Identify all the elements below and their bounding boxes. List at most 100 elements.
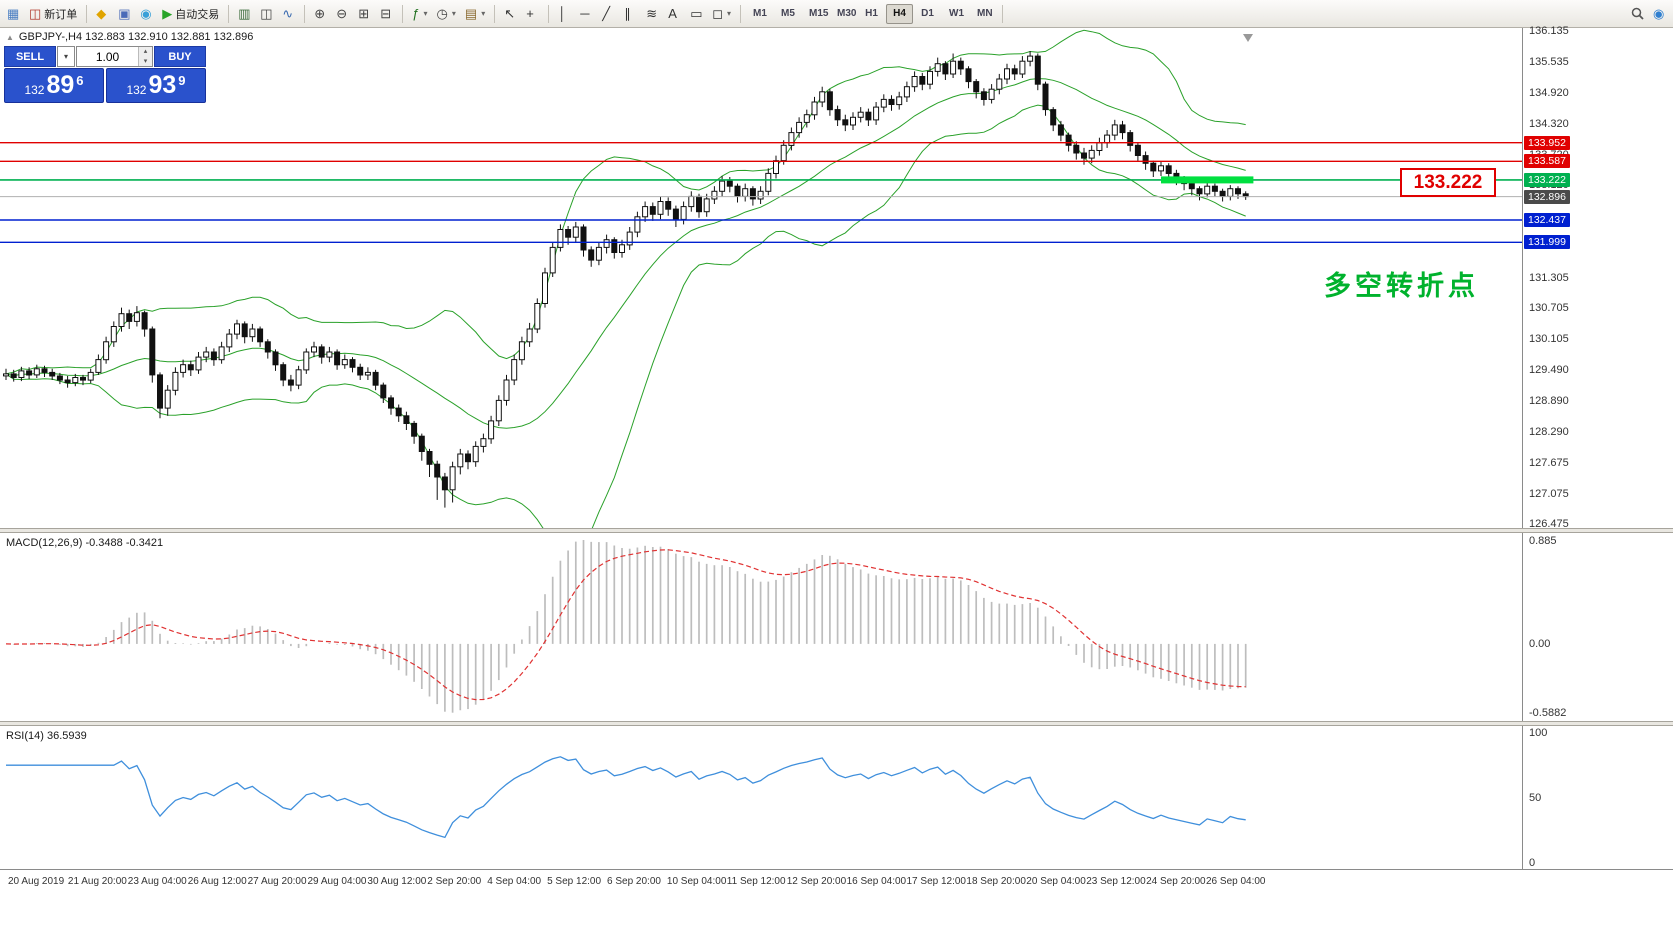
price-level-badge: 132.437 [1524,213,1570,227]
trade-panel-header: SELL ▾ ▴ ▾ BUY [4,46,206,67]
autotrading-icon: ▶ [162,6,173,21]
fibonacci-button[interactable]: ≋ [642,3,663,25]
text-label-button[interactable]: ▭ [686,3,707,25]
stepper-down-icon[interactable]: ▾ [139,56,152,66]
timeframe-h1-button[interactable]: H1 [858,4,885,24]
horizontal-line-button[interactable]: ─ [576,3,597,25]
candle [364,371,371,376]
zoom-in-button[interactable]: ⊕ [310,3,331,25]
time-label: 24 Sep 20:00 [1146,876,1206,887]
candle [988,88,995,100]
candle [426,451,433,465]
candle [457,453,464,468]
timeframe-mn-button[interactable]: MN [970,4,997,24]
candle [1165,165,1172,175]
timeframe-d1-button[interactable]: D1 [914,4,941,24]
price-tick: 127.675 [1529,456,1569,469]
price-tick: 130.705 [1529,302,1569,315]
rsi-panel[interactable] [0,726,1522,869]
crosshair-button[interactable]: + [522,3,543,25]
timeframe-m5-button[interactable]: M5 [774,4,801,24]
stepper-up-icon[interactable]: ▴ [139,47,152,57]
time-label: 10 Sep 04:00 [666,876,727,887]
time-label: 17 Sep 12:00 [906,876,967,887]
macd-panel[interactable] [0,533,1522,721]
candle [157,374,163,409]
candle [380,384,387,399]
macd-signal-line [5,549,1246,701]
note-annotation[interactable]: 多空转折点 [1324,271,1479,301]
cursor-button[interactable]: ↖ [500,3,521,25]
candlestick-chart-icon: ◫ [260,6,273,21]
signals-icon: ◉ [140,6,152,21]
channel-button[interactable]: ∥ [620,3,641,25]
candlestick-chart-button[interactable]: ◫ [256,3,277,25]
zoom-out-button[interactable]: ⊖ [332,3,353,25]
order-type-combo[interactable]: ▾ [57,46,75,67]
price-tick: 129.490 [1529,364,1569,377]
templates-button[interactable]: ▤ ▾ [461,3,489,25]
indicators-button[interactable]: ƒ ▾ [408,3,431,25]
search-button[interactable] [1627,3,1648,25]
channel-icon: ∥ [624,6,631,21]
shapes-button[interactable]: ◻ ▾ [708,3,735,25]
periods-button[interactable]: ◷ ▾ [433,3,460,25]
price-tick: 135.535 [1529,55,1569,68]
community-button[interactable]: ◉ [1649,3,1670,25]
timeframe-m30-button[interactable]: M30 [830,4,857,24]
time-axis[interactable]: 20 Aug 2019 21 Aug 20:00 23 Aug 04:00 26 Au… [0,869,1673,895]
vertical-line-button[interactable]: │ [554,3,575,25]
panel-separator[interactable] [0,721,1673,726]
price-chart[interactable] [0,28,1522,528]
candle [357,366,364,376]
metaeditor-button[interactable]: ◆ [92,3,113,25]
metaeditor-icon: ◆ [96,6,107,21]
buy-price-button[interactable]: 132 93 9 [106,68,206,103]
toolbar-separator [402,4,404,23]
candle [657,201,664,215]
quote-text: GBPJPY-,H4 132.883 132.910 132.881 132.8… [18,31,254,43]
volume-input[interactable] [77,47,138,66]
arrange-windows-icon: ⊞ [358,6,370,21]
candle [834,109,841,121]
time-label: 23 Sep 12:00 [1086,876,1146,887]
trendline-button[interactable]: ╱ [598,3,619,25]
candle [126,313,133,322]
price-axis[interactable]: 136.135135.535134.920134.320133.720133.1… [1522,25,1673,869]
panel-separator[interactable] [0,528,1673,533]
new-chart-button[interactable]: ▦ [3,3,24,25]
candle [18,370,25,378]
buy-button[interactable]: BUY [154,46,206,67]
text-button[interactable]: A [664,3,685,25]
timeframe-h4-button[interactable]: H4 [886,3,914,24]
timeframe-w1-button[interactable]: W1 [942,4,969,24]
tile-windows-button[interactable]: ⊟ [376,3,397,25]
highlight-segment [1161,176,1254,184]
candle [33,368,40,376]
horizontal-line-icon: ─ [580,6,590,21]
candle [441,476,448,491]
candle [950,60,957,75]
line-chart-button[interactable]: ∿ [278,3,299,25]
candle [411,422,418,437]
candle [696,195,702,213]
timeframe-m15-button[interactable]: M15 [802,4,829,24]
candle [495,399,502,422]
candle [1073,144,1080,154]
time-label: 16 Sep 04:00 [846,876,907,887]
sell-price-button[interactable]: 132 89 6 [4,68,104,103]
timeframe-m1-button[interactable]: M1 [746,4,773,24]
sell-button[interactable]: SELL [4,46,56,67]
buy-price-prefix: 132 [126,83,147,97]
chart-profile-button[interactable]: ▣ [114,3,135,25]
arrange-windows-button[interactable]: ⊞ [354,3,375,25]
candle [26,370,33,376]
signals-button[interactable]: ◉ [136,3,157,25]
autotrading-button[interactable]: ▶ 自动交易 [158,3,223,25]
new-order-button[interactable]: ◫ 新订单 [25,3,81,25]
candle [49,371,56,377]
price-callout[interactable]: 133.222 [1400,168,1496,197]
candle [480,438,487,447]
bar-chart-button[interactable]: ▥ [234,3,255,25]
